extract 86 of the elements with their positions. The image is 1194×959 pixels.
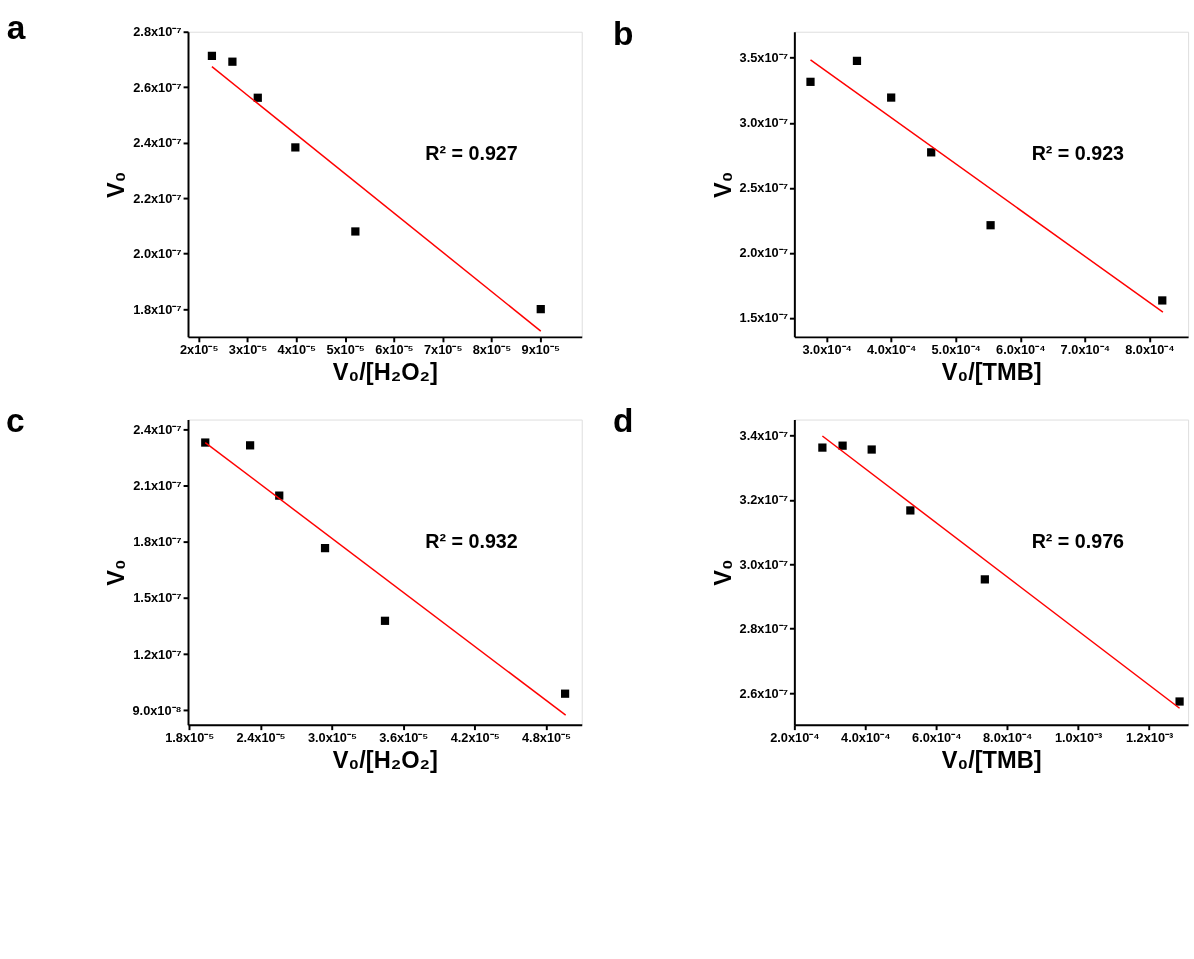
point [228, 57, 237, 66]
x-tick-label: 1.8x10⁻⁵ [165, 729, 215, 745]
point [380, 616, 390, 625]
chart-title: a [6, 8, 26, 46]
point [986, 221, 995, 230]
y-tick-label: 1.8x10⁻⁷ [133, 534, 182, 550]
y-tick-label: 1.5x10⁻⁷ [739, 310, 788, 326]
x-tick-label: 2.0x10⁻⁴ [770, 729, 820, 745]
y-tick-label: 2.8x10⁻⁷ [133, 24, 182, 40]
point [245, 441, 255, 450]
x-tick-label: 8.0x10⁻⁴ [1125, 342, 1175, 358]
point [1175, 697, 1184, 706]
point [207, 51, 217, 60]
point [867, 445, 876, 454]
y-tick-label: 2.0x10⁻⁷ [133, 246, 182, 262]
y-axis-title: V₀ [709, 171, 736, 198]
y-tick-label: 1.2x10⁻⁷ [133, 646, 182, 662]
point [560, 689, 570, 698]
annotation: R² = 0.927 [425, 141, 518, 164]
y-tick-label: 2.1x10⁻⁷ [133, 478, 182, 494]
y-tick-label: 3.5x10⁻⁷ [739, 50, 788, 66]
x-tick-label: 1.0x10⁻³ [1054, 729, 1103, 745]
annotation: R² = 0.923 [1031, 141, 1125, 164]
x-axis-title: V₀/[TMB] [941, 358, 1042, 385]
x-axis-title: V₀/[H₂O₂] [332, 358, 438, 385]
annotation: R² = 0.976 [1031, 529, 1125, 552]
point [906, 506, 915, 515]
x-axis-title: V₀/[TMB] [941, 746, 1042, 773]
x-tick-label: 9x10⁻⁵ [521, 342, 560, 358]
y-tick-label: 3.4x10⁻⁷ [739, 427, 788, 443]
x-tick-label: 5.0x10⁻⁴ [931, 342, 981, 358]
point [536, 305, 545, 314]
x-tick-label: 7.0x10⁻⁴ [1060, 342, 1111, 358]
y-tick-label: 2.8x10⁻⁷ [739, 621, 788, 637]
y-tick-label: 2.4x10⁻⁷ [133, 135, 182, 151]
x-tick-label: 8x10⁻⁵ [472, 342, 512, 358]
x-tick-label: 2.4x10⁻⁵ [236, 729, 286, 745]
x-tick-label: 4.8x10⁻⁵ [521, 729, 572, 745]
y-tick-label: 1.5x10⁻⁷ [133, 590, 182, 606]
point [852, 56, 862, 65]
y-tick-label: 2.2x10⁻⁷ [133, 190, 182, 206]
x-tick-label: 6.0x10⁻⁴ [996, 342, 1046, 358]
y-axis-title: V₀ [709, 559, 736, 586]
point [927, 148, 936, 157]
x-tick-label: 4x10⁻⁵ [277, 342, 317, 358]
y-tick-label: 2.5x10⁻⁷ [739, 180, 788, 196]
point [980, 575, 989, 584]
x-tick-label: 3.6x10⁻⁵ [379, 729, 429, 745]
point [1158, 296, 1167, 305]
x-tick-label: 4.0x10⁻⁴ [841, 729, 891, 745]
y-tick-label: 2.4x10⁻⁷ [133, 422, 182, 438]
x-tick-label: 6.0x10⁻⁴ [912, 729, 962, 745]
point [806, 77, 815, 86]
point [351, 227, 360, 236]
x-tick-label: 3.0x10⁻⁵ [307, 729, 357, 745]
x-tick-label: 3.0x10⁻⁴ [802, 342, 852, 358]
chart-title: c [6, 402, 25, 440]
chart-title: d [613, 402, 634, 440]
y-tick-label: 3.0x10⁻⁷ [739, 556, 788, 572]
x-tick-label: 8.0x10⁻⁴ [982, 729, 1033, 745]
y-tick-label: 1.8x10⁻⁷ [133, 301, 182, 317]
y-tick-label: 3.2x10⁻⁷ [739, 492, 788, 508]
x-tick-label: 6x10⁻⁵ [375, 342, 414, 358]
chart-title: b [613, 14, 634, 52]
y-tick-label: 9.0x10⁻⁸ [132, 702, 182, 718]
point [818, 443, 827, 452]
x-tick-label: 1.2x10⁻³ [1125, 729, 1174, 745]
point [320, 544, 330, 553]
x-axis-title: V₀/[H₂O₂] [332, 746, 438, 773]
x-tick-label: 7x10⁻⁵ [423, 342, 463, 358]
point [838, 441, 847, 450]
point [887, 93, 896, 102]
y-tick-label: 3.0x10⁻⁷ [739, 115, 788, 131]
y-axis-title: V₀ [102, 559, 129, 586]
x-tick-label: 5x10⁻⁵ [326, 342, 365, 358]
point [253, 93, 262, 102]
y-axis-title: V₀ [103, 171, 130, 198]
x-tick-label: 3x10⁻⁵ [228, 342, 268, 358]
y-tick-label: 2.0x10⁻⁷ [739, 245, 788, 261]
y-tick-label: 2.6x10⁻⁷ [133, 79, 182, 95]
annotation: R² = 0.932 [425, 529, 518, 552]
x-tick-label: 4.0x10⁻⁴ [866, 342, 917, 358]
y-tick-label: 2.6x10⁻⁷ [739, 685, 788, 701]
x-tick-label: 2x10⁻⁵ [180, 342, 219, 358]
x-tick-label: 4.2x10⁻⁵ [450, 729, 500, 745]
point [291, 143, 300, 152]
